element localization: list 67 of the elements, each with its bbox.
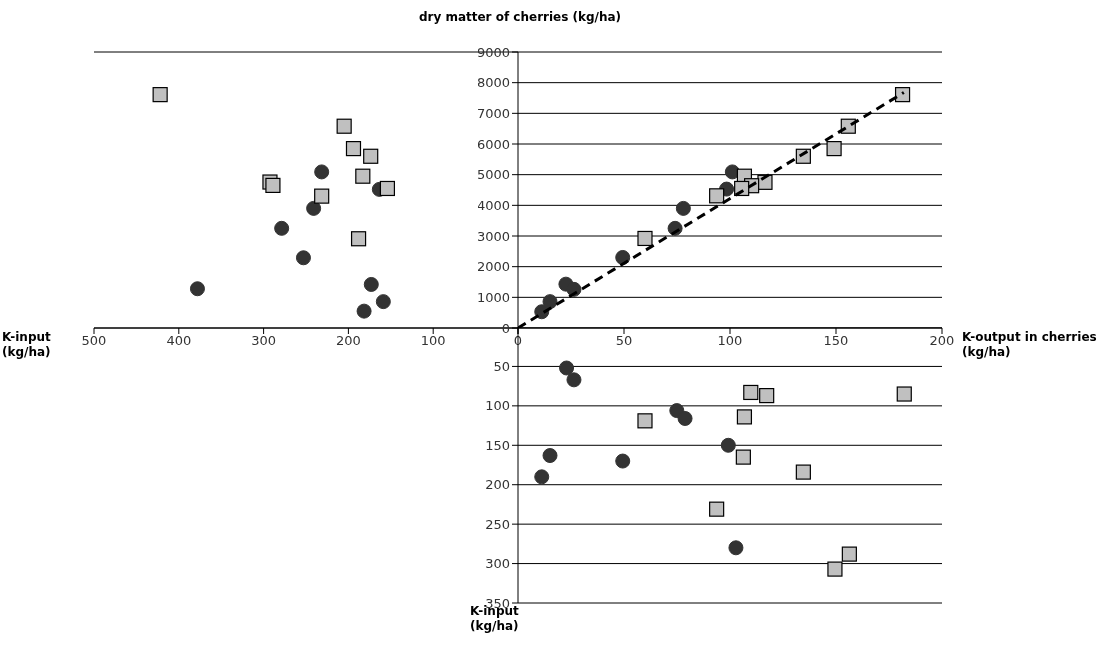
point	[637, 230, 653, 247]
point	[736, 409, 753, 425]
point	[743, 384, 759, 401]
point	[306, 200, 322, 216]
point	[345, 141, 362, 157]
x-tick-label: 300	[251, 333, 277, 349]
point	[314, 164, 330, 180]
point	[534, 469, 550, 485]
y-tick-label: 1000	[476, 289, 510, 305]
x-tick-label: 100	[420, 333, 446, 349]
point	[728, 540, 744, 556]
y-tick-label: 150	[485, 437, 510, 453]
point	[677, 410, 693, 426]
x-tick-label: 50	[615, 333, 633, 349]
point	[675, 200, 691, 216]
y-tick-label: 6000	[476, 136, 510, 152]
y-tick-label: 200	[485, 477, 510, 493]
y-tick-label: 50	[493, 359, 510, 375]
point	[559, 360, 575, 376]
x-tick-label: 150	[823, 333, 849, 349]
point	[566, 372, 582, 388]
y-tick-label: 300	[485, 556, 510, 572]
point	[189, 281, 205, 297]
point	[896, 386, 912, 402]
point	[724, 164, 740, 180]
point	[350, 231, 367, 247]
point	[355, 168, 371, 184]
point	[152, 87, 168, 103]
y-tick-label: 5000	[476, 167, 510, 183]
point	[379, 180, 396, 197]
point	[759, 388, 775, 404]
y-tick-label: 100	[485, 398, 510, 414]
point	[295, 250, 311, 266]
y-axis-title: dry matter of cherries (kg/ha)	[417, 10, 623, 25]
x-tick-label: 100	[717, 333, 743, 349]
y-tick-label: 2000	[476, 259, 510, 275]
x-tick-label: 200	[335, 333, 361, 349]
point	[795, 464, 811, 480]
point	[274, 220, 290, 236]
point	[542, 448, 558, 464]
point	[356, 303, 372, 319]
point	[542, 294, 558, 310]
point	[336, 118, 352, 134]
point	[894, 87, 911, 103]
point	[615, 453, 631, 469]
point	[709, 188, 725, 204]
point	[735, 449, 751, 465]
y-tick-label: 4000	[476, 197, 510, 213]
y-tick-label: 250	[485, 516, 510, 532]
x-axis-title: K-input (kg/ha)	[2, 330, 51, 359]
y-tick-label: 8000	[476, 75, 510, 91]
point	[363, 276, 379, 292]
point	[709, 501, 725, 517]
y-tick-label: 3000	[476, 228, 510, 244]
y-tick-label: 7000	[476, 105, 510, 121]
point	[720, 437, 736, 453]
point	[314, 188, 330, 204]
x-tick-label: 500	[81, 333, 107, 349]
point	[827, 561, 843, 577]
point	[375, 294, 391, 310]
point	[363, 148, 379, 164]
point	[826, 141, 842, 157]
point	[841, 546, 857, 562]
x-axis-title: K-output in cherries (kg/ha)	[962, 330, 1098, 360]
point	[637, 413, 653, 429]
x-tick-label: 400	[166, 333, 192, 349]
x-tick-label: 200	[929, 333, 955, 349]
